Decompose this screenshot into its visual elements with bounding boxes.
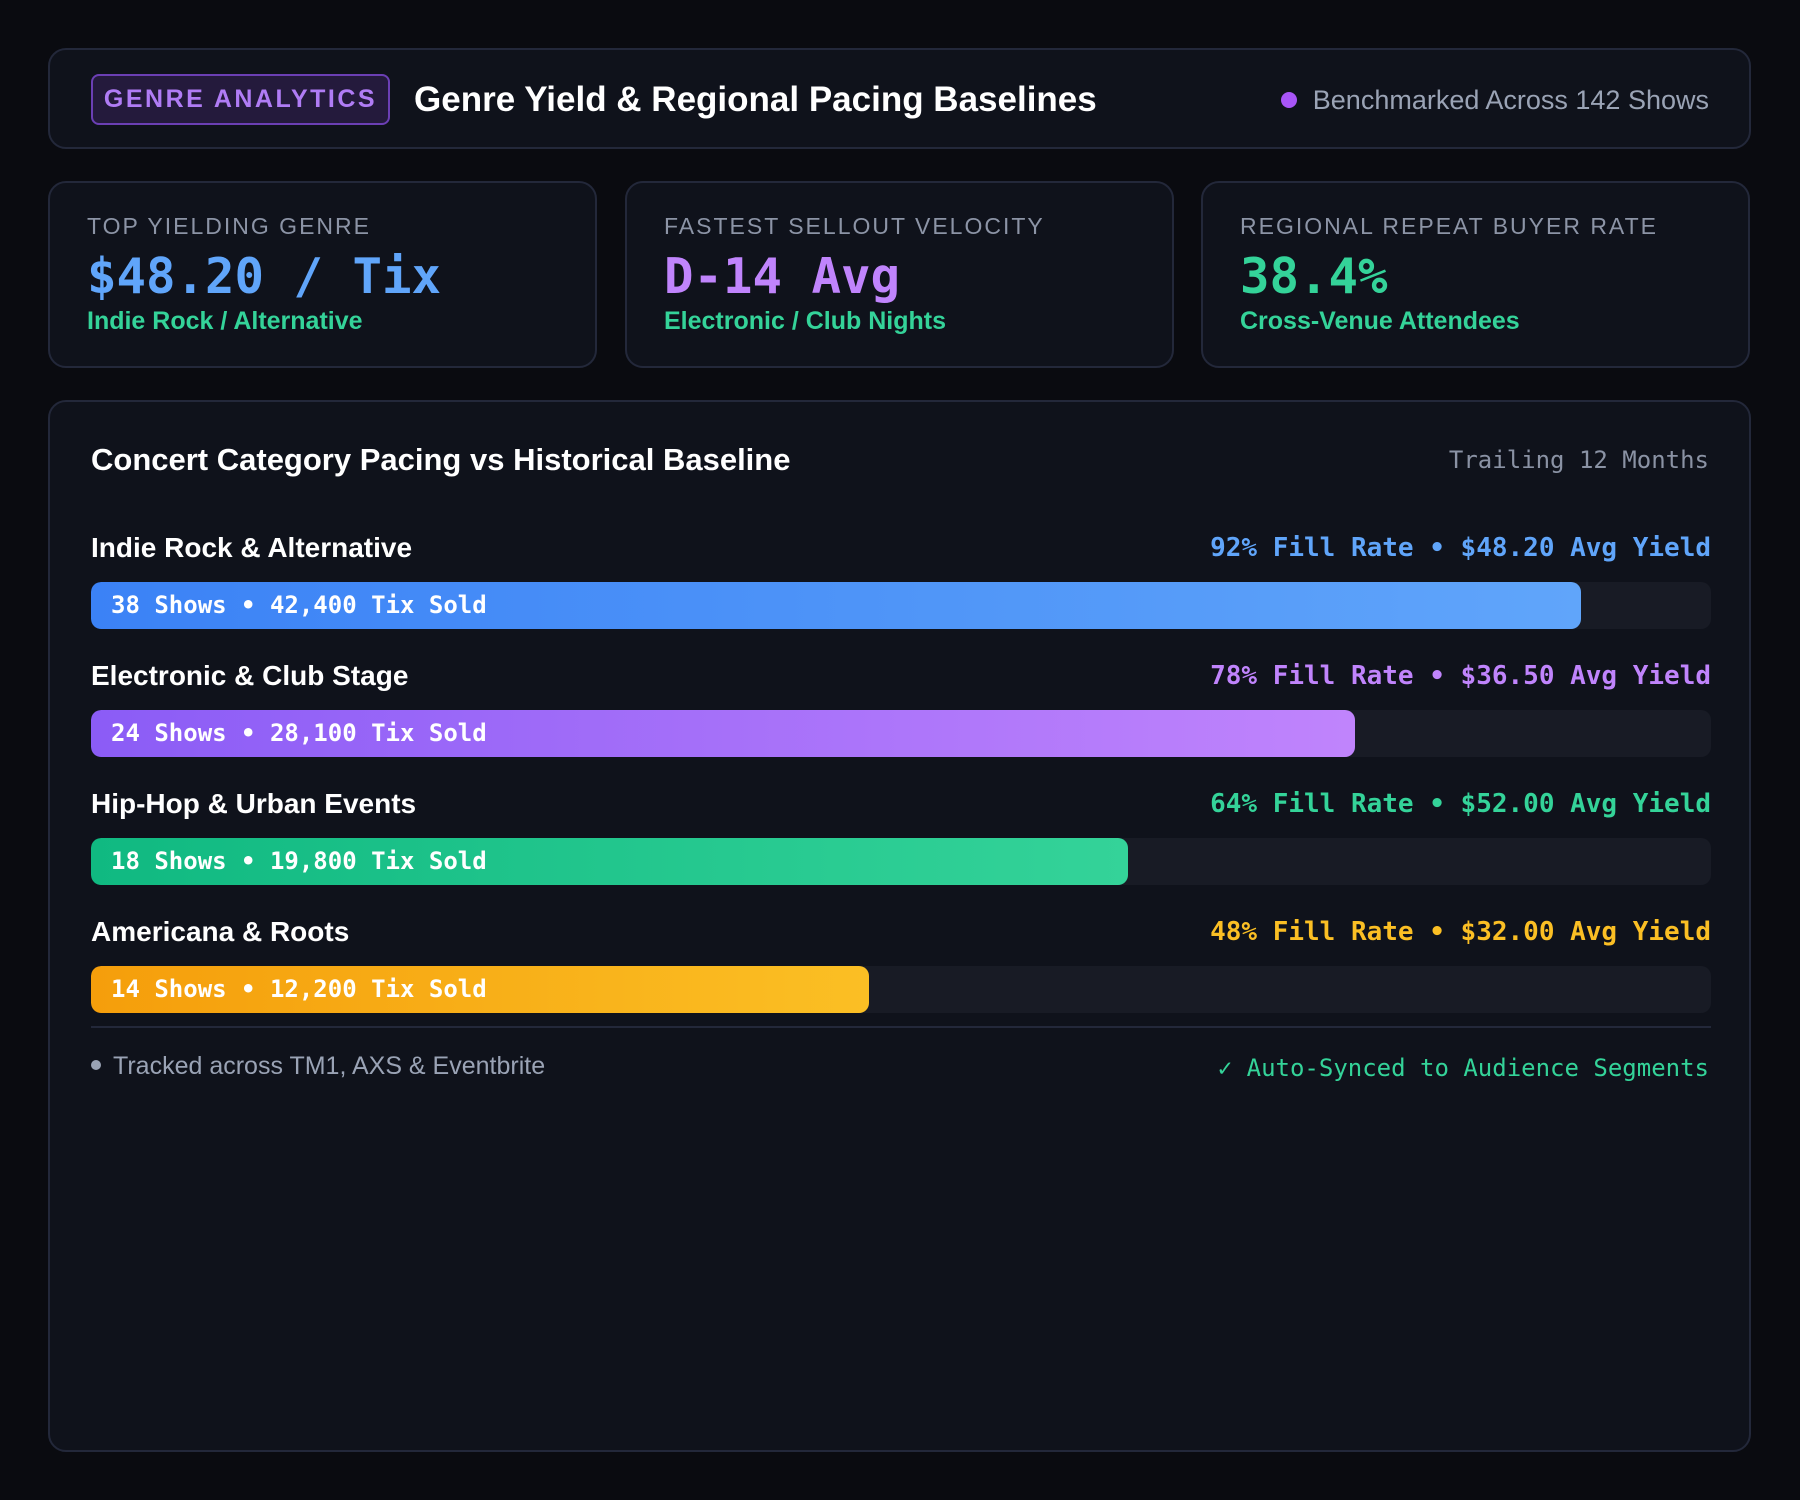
kpi-subtitle: Cross-Venue Attendees (1240, 307, 1520, 335)
category-pacing-panel: Concert Category Pacing vs Historical Ba… (48, 400, 1751, 1452)
section-title: Concert Category Pacing vs Historical Ba… (91, 442, 791, 477)
genre-row-electronic: Electronic & Club Stage 78% Fill Rate • … (91, 656, 1711, 766)
bar-label: 38 Shows • 42,400 Tix Sold (111, 591, 487, 619)
progress-fill (91, 710, 1355, 757)
genre-name: Indie Rock & Alternative (91, 532, 413, 563)
genre-stats: 64% Fill Rate • $52.00 Avg Yield (1210, 789, 1711, 819)
progress-track: 14 Shows • 12,200 Tix Sold (91, 966, 1711, 1013)
genre-row-americana: Americana & Roots 48% Fill Rate • $32.00… (91, 912, 1711, 1022)
kpi-card-fastest-sellout-velocity: FASTEST SELLOUT VELOCITY D-14 Avg Electr… (625, 181, 1174, 368)
genre-name: Americana & Roots (91, 916, 350, 947)
genre-stats: 78% Fill Rate • $36.50 Avg Yield (1210, 661, 1711, 691)
kpi-subtitle: Electronic / Club Nights (664, 307, 946, 335)
status-dot-icon (1280, 92, 1297, 108)
progress-fill (91, 966, 869, 1013)
genre-name: Hip-Hop & Urban Events (91, 788, 417, 819)
kpi-card-top-yielding-genre: TOP YIELDING GENRE $48.20 / Tix Indie Ro… (48, 181, 597, 368)
benchmark-indicator: Benchmarked Across 142 Shows (1280, 78, 1709, 122)
bullet-icon (91, 1060, 101, 1071)
genre-name: Electronic & Club Stage (91, 660, 409, 691)
progress-track: 24 Shows • 28,100 Tix Sold (91, 710, 1711, 757)
tracking-sources-text: Tracked across TM1, AXS & Eventbrite (113, 1052, 546, 1080)
page-title: Genre Yield & Regional Pacing Baselines (414, 80, 1097, 119)
genre-stats: 48% Fill Rate • $32.00 Avg Yield (1210, 917, 1711, 947)
kpi-label: FASTEST SELLOUT VELOCITY (664, 213, 1045, 239)
tracking-sources-note: Tracked across TM1, AXS & Eventbrite (91, 1046, 545, 1086)
kpi-value: D-14 Avg (664, 248, 901, 305)
period-label: Trailing 12 Months (1448, 446, 1709, 474)
genre-analytics-badge: GENRE ANALYTICS (91, 74, 390, 125)
benchmark-text: Benchmarked Across 142 Shows (1312, 84, 1709, 115)
kpi-card-regional-repeat-buyer-rate: REGIONAL REPEAT BUYER RATE 38.4% Cross-V… (1201, 181, 1750, 368)
kpi-subtitle: Indie Rock / Alternative (87, 307, 363, 335)
genre-row-hip-hop: Hip-Hop & Urban Events 64% Fill Rate • $… (91, 784, 1711, 894)
bar-label: 14 Shows • 12,200 Tix Sold (111, 975, 487, 1003)
bar-label: 24 Shows • 28,100 Tix Sold (111, 719, 487, 747)
header-card: GENRE ANALYTICS Genre Yield & Regional P… (48, 48, 1751, 149)
kpi-label: TOP YIELDING GENRE (87, 213, 371, 239)
progress-track: 18 Shows • 19,800 Tix Sold (91, 838, 1711, 885)
sync-status: ✓ Auto-Synced to Audience Segments (1217, 1054, 1709, 1082)
kpi-value: 38.4% (1240, 248, 1388, 305)
progress-fill (91, 838, 1128, 885)
progress-fill (91, 582, 1582, 629)
bar-label: 18 Shows • 19,800 Tix Sold (111, 847, 487, 875)
genre-stats: 92% Fill Rate • $48.20 Avg Yield (1210, 533, 1711, 563)
divider (91, 1026, 1711, 1028)
kpi-value: $48.20 / Tix (87, 248, 442, 305)
kpi-label: REGIONAL REPEAT BUYER RATE (1240, 213, 1658, 239)
progress-track: 38 Shows • 42,400 Tix Sold (91, 582, 1711, 629)
genre-row-indie-rock: Indie Rock & Alternative 92% Fill Rate •… (91, 528, 1711, 638)
